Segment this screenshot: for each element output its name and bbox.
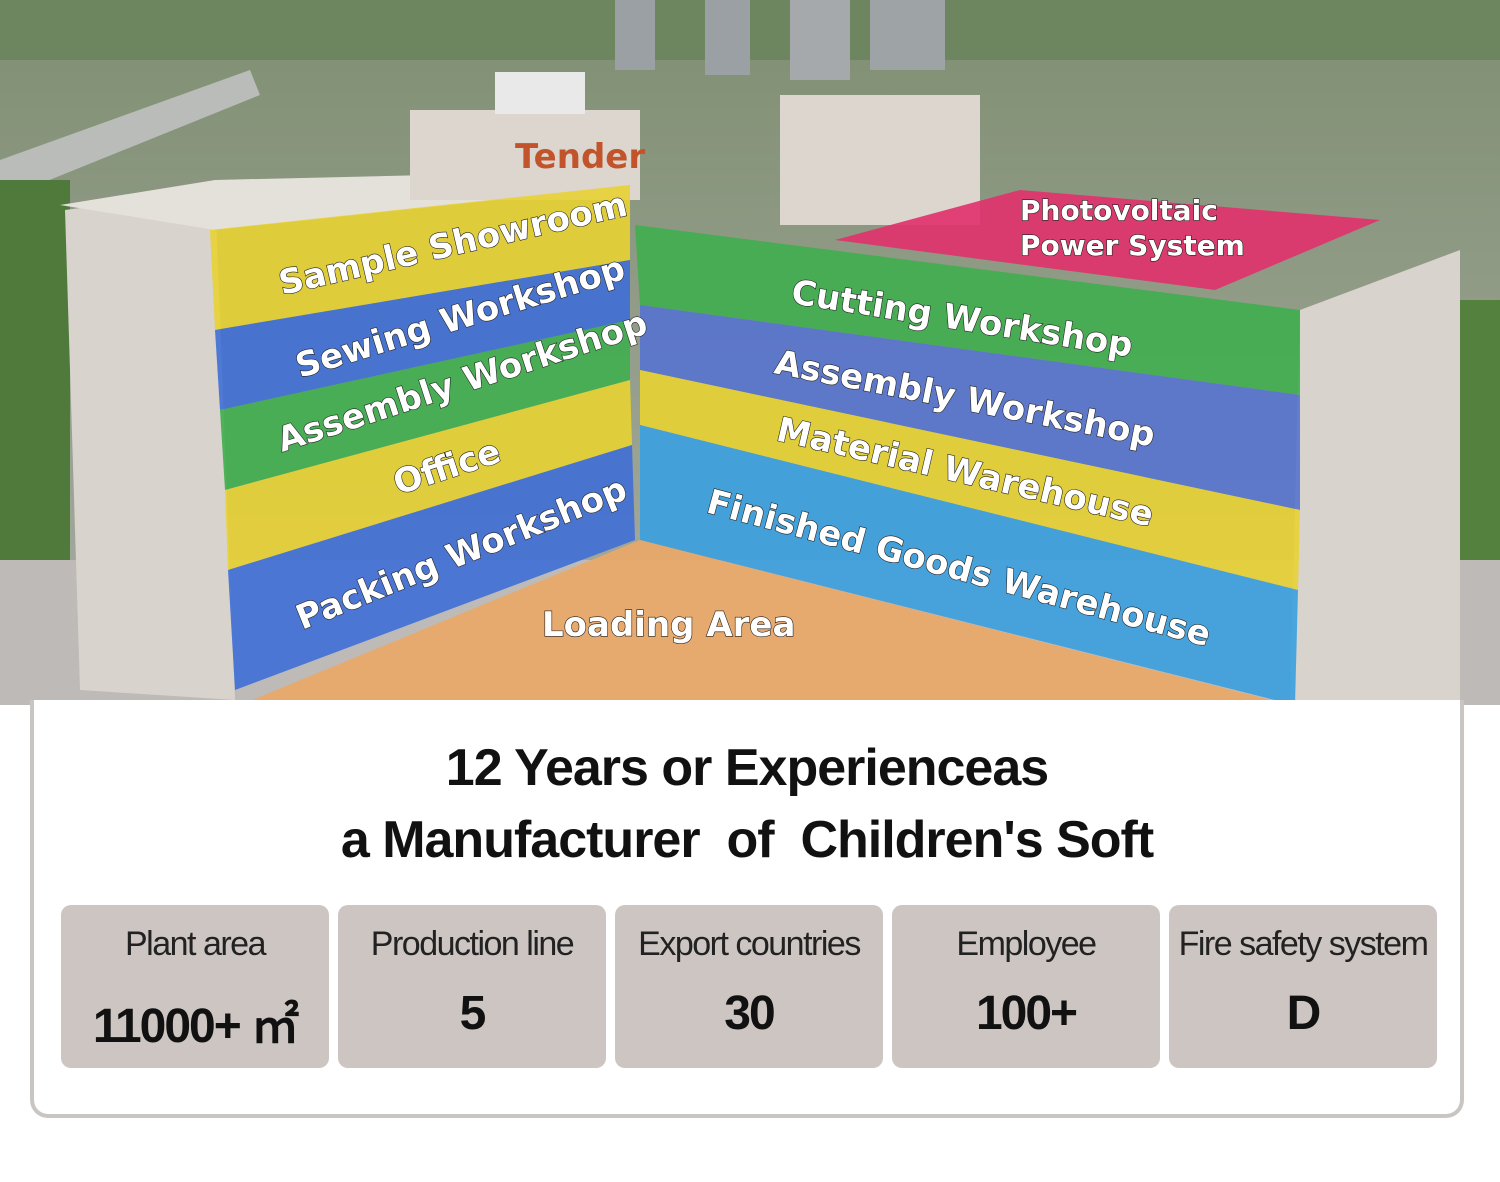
right-building-side <box>1290 250 1460 700</box>
stat-value: 30 <box>724 987 775 1040</box>
label-power-system: Power System <box>1020 229 1245 262</box>
zone-assembly-workshop-left <box>220 320 630 490</box>
factory-aerial-photo: Tender Sample Showroom Sewing Workshop A… <box>0 0 1500 705</box>
stat-fire-safety-system: Fire safety system D <box>1169 905 1437 1068</box>
stat-label: Plant area <box>125 925 267 963</box>
info-card: 12 Years or Experienceas a Manufacturer … <box>30 700 1464 1118</box>
headline-line-1: 12 Years or Experienceas <box>445 739 1049 797</box>
headline-line-2: a Manufacturer of Children's Soft <box>340 811 1154 869</box>
stats-row: Plant area 11000+ ㎡ Production line 5 Expo… <box>61 905 1437 1068</box>
stat-production-line: Production line 5 <box>338 905 606 1068</box>
stat-value: 11000+ ㎡ <box>92 1000 299 1053</box>
stat-label: Employee <box>956 925 1097 963</box>
left-building-side <box>65 190 235 700</box>
stat-value: D <box>1286 987 1322 1040</box>
label-loading-area: Loading Area <box>542 605 795 645</box>
zone-material-warehouse <box>640 370 1300 590</box>
logo-tower <box>410 110 640 200</box>
zone-cutting-workshop <box>635 225 1300 395</box>
highway <box>0 70 260 200</box>
stat-export-countries: Export countries 30 <box>615 905 883 1068</box>
zone-office <box>225 380 632 570</box>
tender-logo: Tender <box>515 137 645 177</box>
stat-value: 100+ <box>975 987 1078 1040</box>
zone-assembly-workshop-right <box>640 305 1300 510</box>
zone-packing-workshop <box>228 445 635 690</box>
stat-label: Production line <box>370 925 575 963</box>
stat-value: 5 <box>459 987 487 1040</box>
zone-sewing-workshop <box>215 260 630 410</box>
stat-employee: Employee 100+ <box>892 905 1160 1068</box>
stat-plant-area: Plant area 11000+ ㎡ <box>61 905 329 1068</box>
stat-label: Export countries <box>638 925 861 963</box>
zone-sample-showroom <box>210 185 630 330</box>
zone-finished-goods-warehouse <box>640 425 1298 705</box>
zone-photovoltaic <box>835 190 1380 290</box>
stat-label: Fire safety system <box>1178 925 1429 963</box>
headline: 12 Years or Experienceas a Manufacturer … <box>34 732 1460 876</box>
label-photovoltaic: Photovoltaic <box>1020 194 1218 227</box>
zone-loading-area <box>240 540 1290 705</box>
